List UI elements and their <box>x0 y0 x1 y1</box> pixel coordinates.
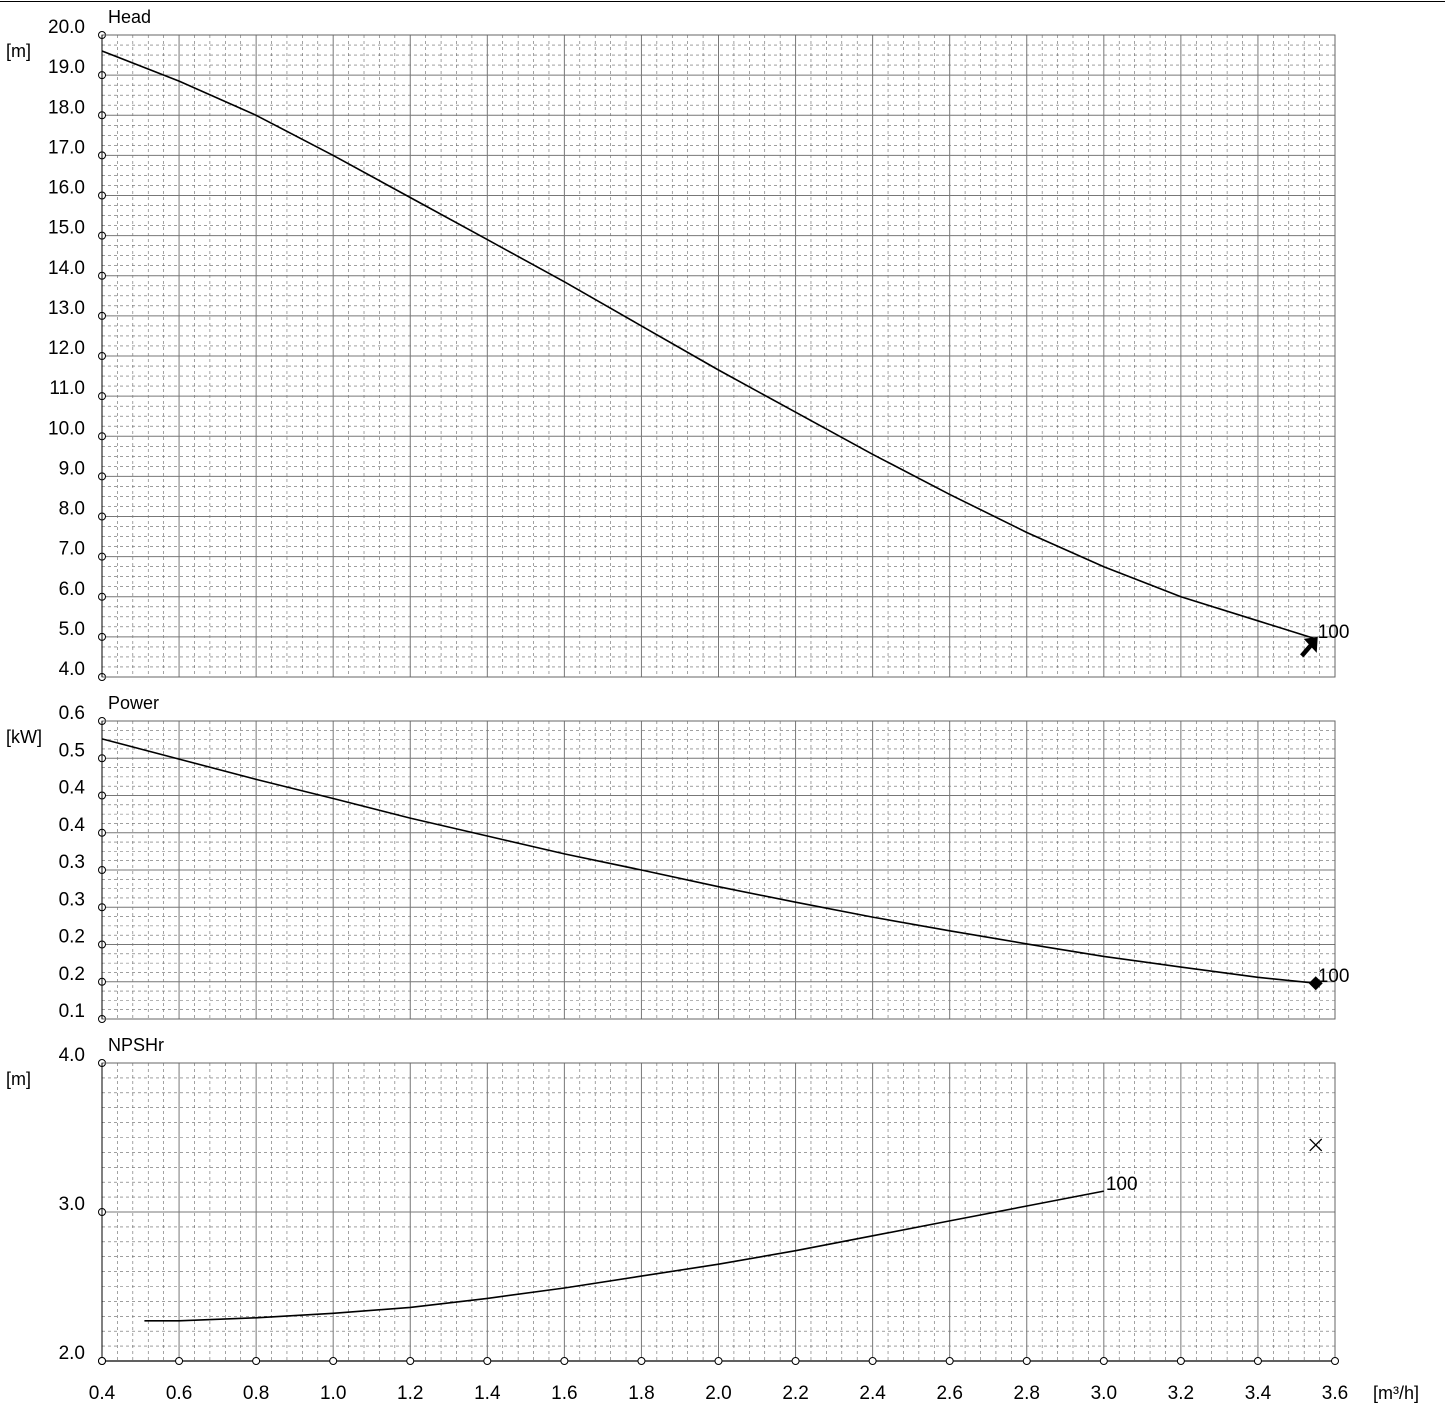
x-tick-label: 2.2 <box>782 1383 808 1404</box>
y-tick-label: 18.0 <box>48 97 85 118</box>
x-tick-mark <box>1022 1357 1031 1365</box>
x-tick-mark <box>945 1357 954 1365</box>
x-tick-label: 1.8 <box>628 1383 654 1404</box>
y-tick-label: 12.0 <box>48 338 85 359</box>
cross-marker <box>1309 1138 1323 1152</box>
x-tick-label: 0.6 <box>166 1383 192 1404</box>
panel-title: Head <box>108 7 151 27</box>
y-tick-label: 20.0 <box>48 17 85 38</box>
y-tick-label: 2.0 <box>59 1343 85 1364</box>
y-tick-label: 8.0 <box>59 499 85 520</box>
y-tick-label: 9.0 <box>59 458 85 479</box>
series-line-100 <box>101 50 1316 640</box>
curve-label: 100 <box>1318 622 1350 643</box>
y-tick-label: 19.0 <box>48 57 85 78</box>
x-tick-mark <box>714 1357 723 1365</box>
y-tick-label: 17.0 <box>48 137 85 158</box>
y-tick-label: 15.0 <box>48 218 85 239</box>
y-tick-label: 14.0 <box>48 258 85 279</box>
x-tick-label: 3.4 <box>1245 1383 1272 1404</box>
x-tick-label: 1.4 <box>474 1383 501 1404</box>
x-tick-mark <box>868 1357 877 1365</box>
x-tick-mark <box>483 1357 492 1365</box>
x-tick-mark <box>1099 1357 1108 1365</box>
arrow-marker-head <box>1303 636 1318 653</box>
y-tick-label: 0.5 <box>59 740 85 761</box>
x-tick-mark <box>560 1357 569 1365</box>
x-tick-label: 2.6 <box>936 1383 962 1404</box>
curve-label: 100 <box>1318 966 1350 987</box>
x-tick-mark <box>637 1357 646 1365</box>
series-line-100 <box>144 1190 1104 1322</box>
y-tick-label: 4.0 <box>59 1045 85 1066</box>
y-tick-label: 0.4 <box>59 815 86 836</box>
y-tick-label: 4.0 <box>59 659 85 680</box>
x-tick-mark <box>175 1357 184 1365</box>
x-tick-label: 1.2 <box>397 1383 423 1404</box>
x-tick-mark <box>98 1357 106 1365</box>
x-tick-mark <box>791 1357 800 1365</box>
x-tick-label: 3.2 <box>1168 1383 1194 1404</box>
x-tick-mark <box>1331 1357 1339 1365</box>
x-tick-label: 1.6 <box>551 1383 577 1404</box>
curve-label: 100 <box>1106 1174 1138 1195</box>
y-tick-label: 7.0 <box>59 539 85 560</box>
panel-npshr: 4.0 3.0 2.0 NPSHr [m] 100 0.4 0.6 0.8 1.0 1.2 1.4 1.… <box>6 1035 1419 1404</box>
y-tick-label: 5.0 <box>59 619 85 640</box>
y-tick-label: 0.2 <box>59 927 85 948</box>
panel-title: NPSHr <box>108 1035 164 1055</box>
y-tick-label: 0.2 <box>59 964 85 985</box>
y-tick-label: 6.0 <box>59 579 85 600</box>
y-tick-label: 0.4 <box>59 778 86 799</box>
x-tick-label: 2.4 <box>859 1383 886 1404</box>
x-axis-unit: [m³/h] <box>1373 1383 1419 1403</box>
x-tick-mark <box>329 1357 338 1365</box>
x-tick-mark <box>1253 1357 1262 1365</box>
x-tick-label: 2.0 <box>705 1383 731 1404</box>
y-tick-label: 0.3 <box>59 889 85 910</box>
y-tick-label: 11.0 <box>49 378 85 399</box>
panel-head: 20.0 19.0 18.0 17.0 16.0 15.0 14.0 13.0 12.0 11.0… <box>6 7 1349 681</box>
x-tick-label: 1.0 <box>320 1383 346 1404</box>
y-axis-unit: [kW] <box>6 727 42 747</box>
y-tick-label: 0.3 <box>59 852 85 873</box>
x-tick-label: 3.6 <box>1322 1383 1348 1404</box>
x-tick-label: 3.0 <box>1091 1383 1117 1404</box>
diamond-marker <box>1308 976 1323 991</box>
y-axis-unit: [m] <box>6 1069 31 1089</box>
x-tick-label: 0.8 <box>243 1383 269 1404</box>
y-tick-label: 0.6 <box>59 703 85 724</box>
y-tick-label: 10.0 <box>48 418 85 439</box>
x-tick-label: 2.8 <box>1014 1383 1040 1404</box>
y-tick-label: 13.0 <box>48 298 85 319</box>
x-tick-mark <box>406 1357 415 1365</box>
x-tick-mark <box>1176 1357 1185 1365</box>
x-tick-mark <box>252 1357 261 1365</box>
x-tick-label: 0.4 <box>89 1383 116 1404</box>
panel-power: 0.6 0.5 0.4 0.4 0.3 0.3 0.2 0.2 0.1 Power [kW] 100 <box>6 693 1349 1023</box>
panel-title: Power <box>108 693 159 713</box>
y-tick-label: 16.0 <box>48 178 85 199</box>
y-axis-unit: [m] <box>6 41 31 61</box>
series-line-100 <box>101 738 1316 984</box>
y-tick-label: 0.1 <box>59 1001 85 1022</box>
y-tick-label: 3.0 <box>59 1194 85 1215</box>
